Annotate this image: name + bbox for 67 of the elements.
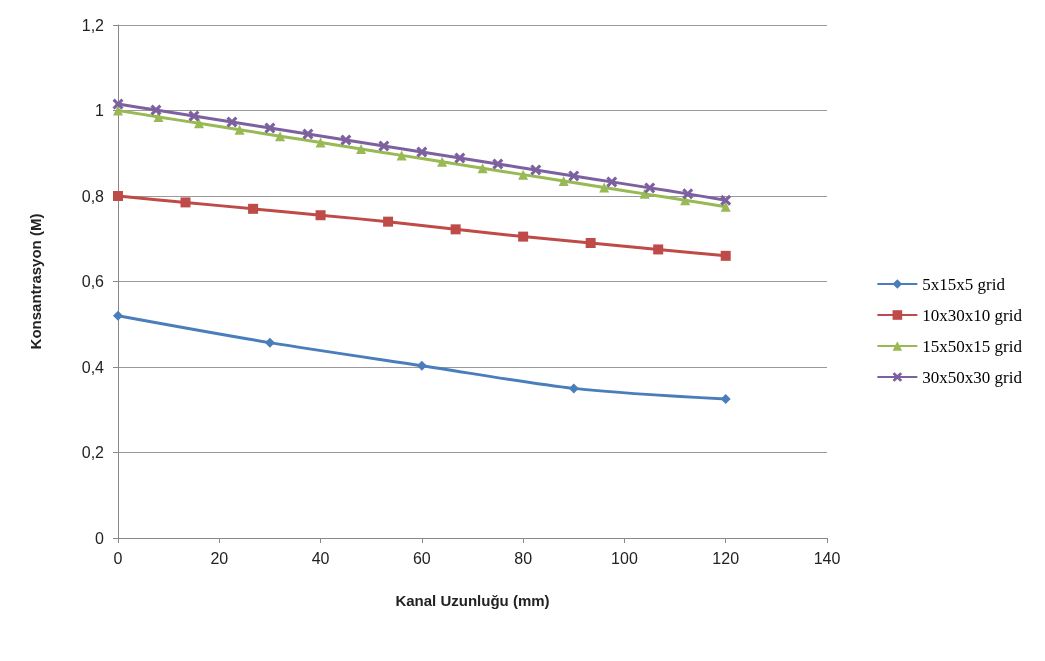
y-tick-label: 0,4 — [81, 358, 105, 376]
point — [682, 188, 694, 200]
point — [454, 152, 466, 164]
point — [518, 169, 529, 180]
point — [113, 191, 123, 201]
point — [315, 210, 326, 221]
point — [437, 156, 448, 167]
point — [234, 124, 245, 135]
point — [275, 131, 286, 142]
y-tick-label: 0,6 — [81, 273, 105, 290]
point — [450, 224, 461, 235]
point — [396, 150, 407, 161]
point — [720, 394, 731, 405]
point — [530, 164, 542, 176]
point — [194, 118, 205, 129]
x-tick-label: 80 — [514, 549, 533, 567]
point — [150, 104, 162, 116]
point — [477, 163, 488, 174]
point — [383, 216, 394, 227]
x-tick-label: 40 — [311, 549, 330, 567]
point — [340, 134, 352, 146]
y-tick-label: 1 — [95, 102, 105, 119]
point — [315, 137, 326, 148]
legend-label: 15x50x15 grid — [922, 336, 1023, 356]
y-tick-label: 0,2 — [81, 444, 105, 461]
point — [113, 310, 123, 321]
x-tick-label: 140 — [813, 549, 841, 567]
x-tick-label: 60 — [412, 549, 431, 567]
x-tick-label: 100 — [611, 549, 638, 567]
point — [264, 337, 275, 348]
point — [378, 140, 390, 152]
point — [188, 110, 200, 122]
point — [568, 383, 579, 394]
point — [226, 116, 238, 128]
point — [720, 201, 731, 212]
point — [248, 203, 259, 214]
x-tick-label: 0 — [113, 549, 123, 567]
point — [518, 231, 529, 242]
point — [113, 105, 123, 116]
x-tick-label: 120 — [712, 549, 740, 567]
point — [302, 128, 314, 140]
y-tick-label: 0,8 — [81, 187, 105, 205]
point — [720, 194, 732, 206]
point — [606, 176, 618, 188]
point — [356, 143, 367, 154]
legend-label: 10x30x10 grid — [922, 305, 1023, 325]
y-tick-label: 1,2 — [81, 16, 105, 34]
point — [585, 238, 596, 249]
point — [639, 188, 650, 199]
x-axis-title: Kanal Uzunluğu (mm) — [395, 592, 550, 609]
point — [264, 122, 276, 134]
y-tick-label: 0 — [95, 529, 105, 547]
point — [568, 170, 580, 182]
legend-label: 30x50x30 grid — [922, 367, 1023, 387]
point — [599, 182, 610, 193]
point — [416, 146, 428, 158]
x-tick-label: 20 — [210, 549, 229, 567]
point — [492, 158, 504, 170]
point — [644, 182, 656, 194]
point — [416, 360, 427, 371]
point — [720, 250, 731, 261]
point — [653, 244, 664, 255]
point — [558, 176, 569, 187]
y-axis-title: Konsantrasyon (M) — [27, 213, 44, 350]
legend-label: 5x15x5 grid — [922, 274, 1006, 294]
point — [180, 197, 191, 208]
point — [112, 98, 124, 110]
